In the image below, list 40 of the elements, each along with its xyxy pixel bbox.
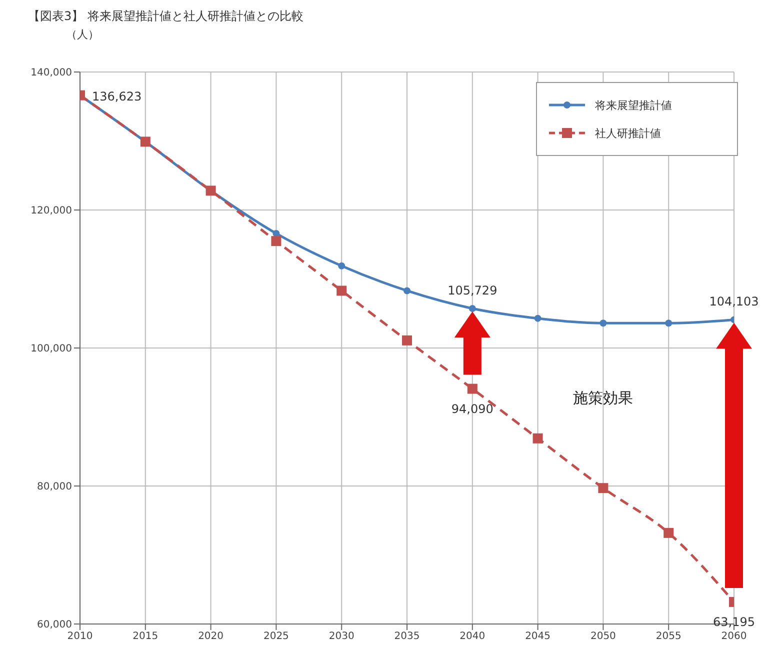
x-tick-label: 2060 <box>721 631 747 642</box>
x-tick-label: 2015 <box>132 631 158 642</box>
point <box>664 528 674 538</box>
chart-title: 【図表3】 将来展望推計値と社人研推計値との比較 <box>28 8 304 25</box>
x-tick-label: 2025 <box>263 631 289 642</box>
x-tick-label: 2055 <box>656 631 682 642</box>
x-tick-label: 2040 <box>460 631 486 642</box>
data-label: 104,103 <box>709 294 759 309</box>
data-label: 105,729 <box>448 283 498 298</box>
point <box>665 320 672 327</box>
legend-label: 将来展望推計値 <box>595 98 672 112</box>
x-tick-label: 2050 <box>590 631 616 642</box>
point <box>468 304 476 312</box>
data-label: 94,090 <box>451 402 494 416</box>
x-tick-label: 2020 <box>198 631 224 642</box>
point <box>532 433 543 444</box>
point <box>272 230 280 237</box>
data-label: 63,195 <box>713 614 755 629</box>
legend-label: 社人研推計値 <box>595 126 661 140</box>
point <box>534 314 542 322</box>
y-tick-label: 100,000 <box>30 344 72 355</box>
point <box>271 236 282 246</box>
data-label: 136,623 <box>92 89 142 104</box>
point <box>336 286 347 296</box>
point <box>402 335 412 346</box>
point <box>600 320 607 327</box>
x-tick-label: 2045 <box>525 631 551 642</box>
x-tick-label: 2010 <box>67 631 93 642</box>
point <box>338 262 346 270</box>
point <box>467 384 478 394</box>
y-axis-title: （人） <box>66 27 100 42</box>
y-tick-label: 60,000 <box>37 620 72 631</box>
y-tick-label: 140,000 <box>30 68 72 79</box>
annotation: 施策効果 <box>573 389 634 408</box>
y-tick-label: 80,000 <box>37 482 72 493</box>
x-tick-label: 2035 <box>394 631 420 642</box>
y-tick-label: 120,000 <box>30 206 72 217</box>
point <box>404 287 410 294</box>
x-tick-label: 2030 <box>328 631 354 642</box>
point <box>598 483 608 494</box>
